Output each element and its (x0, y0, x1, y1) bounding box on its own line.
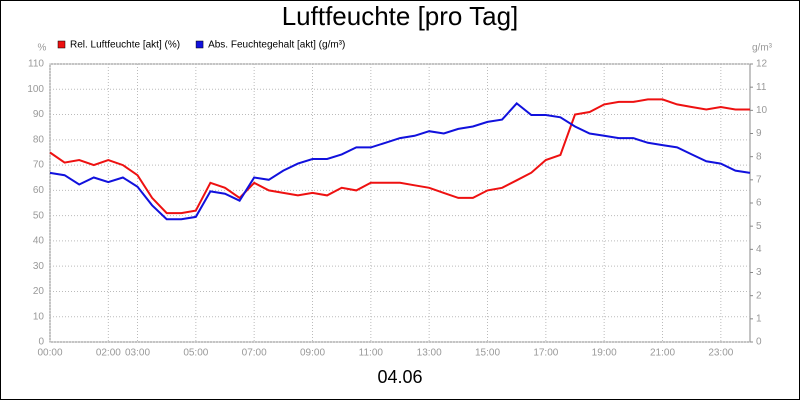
y2-tick-label: 3 (756, 267, 762, 278)
x-tick-label: 09:00 (300, 348, 325, 359)
x-tick-label: 11:00 (359, 348, 384, 359)
y2-tick-label: 6 (756, 198, 762, 209)
x-tick-label: 03:00 (125, 348, 150, 359)
x-tick-label: 19:00 (592, 348, 617, 359)
x-tick-label: 15:00 (475, 348, 500, 359)
y2-tick-label: 4 (756, 244, 762, 255)
x-tick-label: 21:00 (650, 348, 675, 359)
y-tick-label: 90 (33, 109, 45, 120)
x-tick-label: 13:00 (417, 348, 442, 359)
plot-area (49, 63, 751, 343)
y2-tick-label: 1 (756, 313, 762, 324)
y-tick-label: 40 (33, 236, 45, 247)
y-tick-label: 30 (33, 261, 45, 272)
y2-tick-label: 0 (756, 337, 762, 348)
y-label: % (38, 43, 47, 54)
chart-title: Luftfeuchte [pro Tag] (282, 1, 519, 31)
legend-swatch (57, 40, 66, 49)
x-tick-label: 23:00 (708, 348, 733, 359)
data-line (49, 102, 751, 221)
y-tick-label: 0 (38, 337, 44, 348)
x-tick-label: 00:00 (37, 348, 62, 359)
y-tick-label: 60 (33, 185, 45, 196)
legend-label: Rel. Luftfeuchte [akt] (%) (70, 40, 180, 51)
y2-tick-label: 10 (756, 105, 768, 116)
y2-tick-label: 12 (756, 59, 768, 70)
y-tick-label: 110 (28, 59, 44, 70)
x-tick-label: 05:00 (183, 348, 208, 359)
y-tick-label: 70 (33, 160, 45, 171)
x-tick-label: 17:00 (533, 348, 558, 359)
y2-tick-label: 8 (756, 151, 762, 162)
y-tick-label: 20 (33, 286, 45, 297)
legend-swatch (195, 40, 204, 49)
data-line (49, 98, 750, 215)
x-tick-label: 07:00 (242, 348, 267, 359)
y2-label: g/m³ (752, 43, 773, 54)
y-tick-label: 10 (33, 311, 45, 322)
y-tick-label: 100 (27, 84, 44, 95)
y-tick-label: 50 (33, 210, 45, 221)
x-label: 04.06 (377, 367, 422, 387)
legend-label: Abs. Feuchtegehalt [akt] (g/m³) (208, 40, 345, 51)
y2-tick-label: 7 (756, 174, 762, 185)
y2-tick-label: 9 (756, 128, 762, 139)
y2-tick-label: 11 (756, 82, 767, 93)
y-tick-label: 80 (33, 134, 45, 145)
x-tick-label: 02:00 (96, 348, 121, 359)
y2-tick-label: 2 (756, 290, 762, 301)
y2-tick-label: 5 (756, 221, 762, 232)
